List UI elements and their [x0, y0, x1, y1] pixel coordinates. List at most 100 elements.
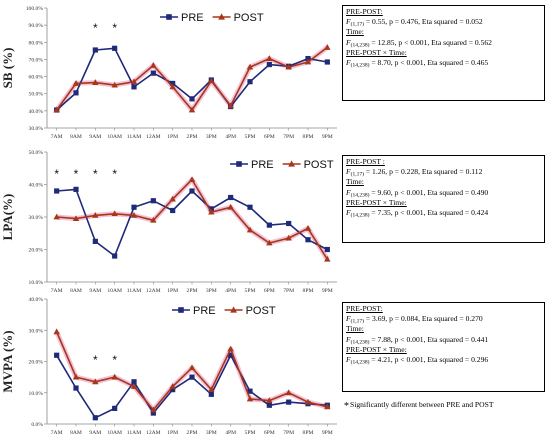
- data-point-pre: [305, 55, 311, 62]
- data-point-post: [208, 77, 215, 84]
- x-tick-label: 10AM: [107, 430, 122, 436]
- x-tick-label: 5PM: [245, 288, 256, 294]
- data-point-pre: [324, 59, 330, 65]
- significance-star: *: [112, 353, 117, 367]
- data-point-pre: [189, 188, 195, 194]
- data-point-post: [266, 397, 273, 403]
- y-tick-label: 70.0%: [29, 57, 44, 63]
- data-point-post: [266, 239, 273, 246]
- data-point-pre: [73, 385, 79, 391]
- stats-prepost-label: PRE-POST:: [346, 304, 383, 313]
- x-tick-label: 12AM: [146, 134, 161, 140]
- data-point-post: [150, 406, 157, 413]
- data-point-post: [130, 383, 138, 389]
- data-point-post: [169, 383, 176, 389]
- x-tick-label: 4PM: [225, 134, 236, 140]
- data-point-post: [285, 389, 292, 396]
- stats-interaction-label: PRE-POST × Time:: [346, 47, 407, 57]
- legend-swatch-marker: [288, 160, 295, 167]
- data-point-pre: [305, 237, 311, 243]
- data-point-pre: [324, 246, 330, 253]
- y-tick-label: 100.0%: [26, 6, 44, 12]
- data-point-post: [92, 211, 99, 218]
- data-point-post: [285, 63, 292, 70]
- data-point-post: [111, 81, 118, 88]
- chart-lpa: 10.0% 20.0% 30.0% 40.0% 50.0% 7AM 8AM 9AM 10AM 11…: [0, 150, 337, 294]
- x-tick-label: 11AM: [127, 430, 141, 436]
- legend-label: POST: [304, 159, 334, 171]
- x-tick-label: 3PM: [206, 430, 217, 436]
- data-point-pre: [247, 204, 253, 210]
- data-point-pre: [73, 90, 79, 96]
- data-point-pre: [286, 399, 292, 405]
- y-tick-label: 30.0%: [29, 215, 44, 221]
- data-point-post: [111, 210, 118, 217]
- legend-label: PRE: [181, 12, 204, 24]
- data-point-post: [246, 395, 254, 402]
- data-point-post: [92, 378, 99, 385]
- x-tick-label: 9PM: [322, 430, 333, 436]
- data-point-pre: [266, 61, 272, 68]
- data-point-pre: [131, 84, 137, 90]
- stats-interaction-result: F(14,238) = 7.35, p < 0.001, Eta squared…: [346, 208, 489, 219]
- stats-interaction-result: F(14,238) = 4.21, p < 0.001, Eta squared…: [346, 355, 489, 366]
- stats-box-lpa: PRE-POST : F(1,17) = 1.26, p = 0.228, Et…: [342, 155, 545, 243]
- data-point-pre: [208, 391, 214, 397]
- x-tick-label: 1PM: [167, 430, 178, 436]
- data-point-pre: [170, 207, 176, 214]
- stats-time-result: F(14,238) = 7.88, p < 0.001, Eta squared…: [346, 334, 489, 346]
- y-tick-label: 50.0%: [29, 92, 44, 98]
- data-point-pre: [228, 194, 234, 201]
- x-tick-label: 5PM: [245, 134, 256, 140]
- stats-prepost-result: F(1,17) = 3.69, p = 0.084, Eta squared =…: [346, 314, 483, 325]
- data-point-pre: [266, 402, 272, 408]
- data-point-post: [324, 44, 331, 50]
- data-point-pre: [286, 220, 292, 227]
- data-point-pre: [247, 388, 253, 394]
- x-tick-label: 11AM: [127, 134, 141, 140]
- stats-time-result: F(14,238) = 12.85, p < 0.001, Eta square…: [346, 37, 492, 49]
- data-point-post: [72, 215, 80, 222]
- data-point-pre: [266, 222, 272, 228]
- data-point-post: [246, 63, 254, 70]
- data-point-post: [304, 398, 312, 405]
- significance-star: *: [54, 167, 59, 181]
- stats-time-label: Time:: [346, 324, 364, 334]
- data-point-pre: [112, 253, 118, 259]
- y-tick-label: 80.0%: [29, 40, 44, 46]
- data-point-pre: [247, 79, 253, 85]
- data-point-pre: [73, 186, 79, 192]
- x-tick-label: 8AM: [70, 430, 82, 436]
- y-axis-label: MVPA (%): [0, 330, 15, 392]
- y-tick-label: 30.0%: [29, 126, 44, 132]
- legend-swatch-marker: [166, 14, 172, 20]
- data-point-pre: [92, 415, 98, 421]
- data-point-pre: [131, 204, 137, 210]
- data-point-post: [266, 55, 273, 61]
- data-point-post: [208, 386, 215, 393]
- x-tick-label: 9AM: [89, 134, 101, 140]
- data-point-pre: [150, 198, 156, 204]
- x-tick-label: 9AM: [89, 430, 101, 436]
- data-point-pre: [54, 352, 60, 358]
- stats-prepost-result: F(1,17) = 0.55, p = 0.476, Eta squared =…: [346, 17, 483, 28]
- data-point-pre: [189, 374, 195, 380]
- significance-footnote: *Significantly different between PRE and…: [344, 400, 493, 412]
- x-tick-label: 2PM: [187, 134, 198, 140]
- data-point-post: [188, 364, 196, 371]
- footnote-text: Significantly different between PRE and …: [350, 400, 494, 409]
- y-tick-label: 10.0%: [29, 391, 44, 397]
- significance-star: *: [93, 21, 98, 35]
- data-point-pre: [112, 405, 118, 411]
- x-tick-label: 8PM: [303, 288, 314, 294]
- y-tick-label: 10.0%: [29, 280, 44, 286]
- stats-time-result: F(14,238) = 9.60, p < 0.001, Eta squared…: [346, 187, 489, 199]
- x-tick-label: 10AM: [107, 134, 122, 140]
- x-tick-label: 5PM: [245, 430, 256, 436]
- chart-sb: 30.0% 40.0% 50.0% 60.0% 70.0% 80.0% 90.0% 100.0…: [0, 6, 337, 140]
- y-axis-label: LPA(%): [0, 194, 15, 241]
- data-point-post: [246, 226, 254, 233]
- x-tick-label: 6PM: [264, 134, 275, 140]
- data-point-post: [150, 216, 157, 223]
- data-point-post: [227, 203, 234, 210]
